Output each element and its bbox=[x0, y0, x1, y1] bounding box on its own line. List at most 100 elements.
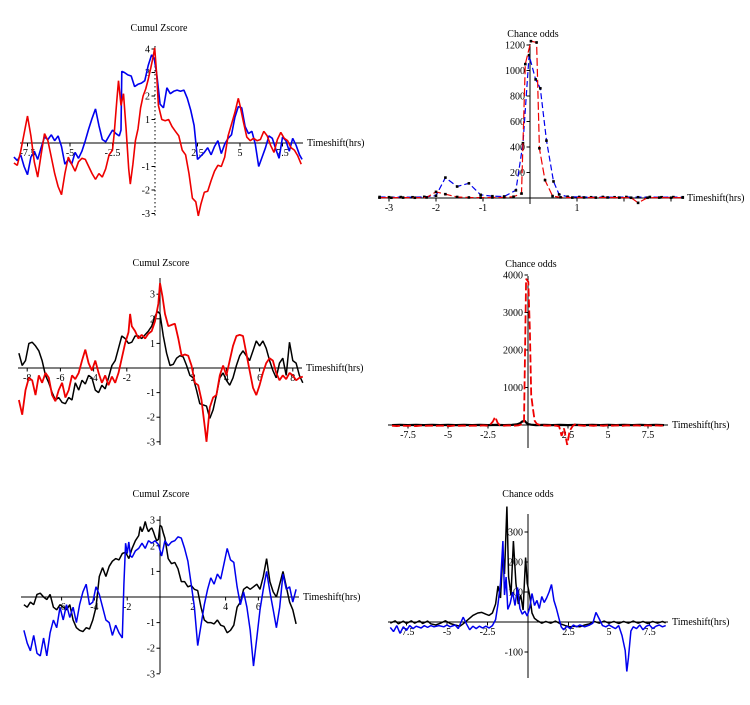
x-axis-label: Timeshift(hrs) bbox=[672, 617, 729, 628]
y-tick-label: 200 bbox=[508, 558, 523, 569]
y-tick-label: 1 bbox=[150, 339, 155, 350]
data-point-marker bbox=[434, 190, 438, 194]
data-point-marker bbox=[594, 196, 598, 199]
chart-title: Chance odds bbox=[505, 259, 556, 270]
y-tick-label: -3 bbox=[147, 437, 155, 448]
data-point-marker bbox=[566, 195, 569, 199]
series-red bbox=[18, 282, 304, 442]
data-point-marker bbox=[390, 196, 393, 200]
x-tick-label: -4 bbox=[89, 373, 97, 384]
data-point-marker bbox=[479, 196, 482, 199]
data-point-marker bbox=[534, 78, 537, 81]
plot-cumul-zscore-row2: Cumul Zscore Timeshift(hrs) -8 -6 -4 -2 2 4 6 8… bbox=[18, 258, 363, 448]
y-tick-label: -2 bbox=[142, 186, 150, 197]
data-point-marker bbox=[491, 196, 494, 199]
data-point-marker bbox=[582, 196, 586, 199]
y-tick-label: 300 bbox=[508, 528, 523, 539]
y-tick-label: -1 bbox=[147, 388, 155, 399]
plot-chance-odds-row2: Chance odds Timeshift(hrs) -7.5 -5 -2.5 2.5… bbox=[388, 259, 729, 448]
x-tick-label: 4 bbox=[223, 602, 228, 613]
data-point-marker bbox=[422, 195, 426, 199]
data-point-marker bbox=[512, 195, 515, 199]
x-tick-label: -7.5 bbox=[399, 627, 415, 638]
x-tick-label: -4 bbox=[90, 602, 98, 613]
data-point-marker bbox=[425, 196, 428, 199]
series-red bbox=[391, 278, 665, 446]
chart-title: Cumul Zscore bbox=[131, 23, 188, 34]
series-blue bbox=[23, 536, 297, 667]
chart-title: Cumul Zscore bbox=[133, 489, 190, 500]
data-point-marker bbox=[551, 194, 554, 198]
data-point-marker bbox=[455, 185, 459, 188]
series-red bbox=[379, 40, 683, 204]
plot-chance-odds-row1: Chance odds Timeshift(hrs) -3 -2 -1 1200400… bbox=[378, 29, 744, 214]
x-tick-label: 7.5 bbox=[276, 148, 289, 159]
y-tick-label: 1200 bbox=[505, 41, 525, 52]
data-point-marker bbox=[629, 196, 633, 200]
y-tick-label: 800 bbox=[510, 92, 525, 103]
data-point-marker bbox=[660, 195, 663, 199]
data-point-marker bbox=[559, 196, 562, 199]
data-point-marker bbox=[552, 180, 555, 183]
plot-cumul-zscore-row3: Cumul Zscore Timeshift(hrs) -6 -4 -2 2 4 6 -3 -… bbox=[21, 489, 360, 680]
y-tick-label: 3 bbox=[150, 290, 155, 301]
y-tick-label: -2 bbox=[147, 644, 155, 655]
x-tick-label: 6 bbox=[257, 373, 262, 384]
data-point-marker bbox=[411, 195, 414, 199]
y-tick-label: 4000 bbox=[503, 271, 523, 282]
x-tick-label: 1 bbox=[575, 203, 580, 214]
x-tick-label: -2 bbox=[123, 602, 131, 613]
data-point-marker bbox=[502, 196, 506, 199]
data-point-marker bbox=[434, 194, 438, 198]
y-tick-label: 2 bbox=[150, 314, 155, 325]
y-tick-label: 2000 bbox=[503, 346, 523, 357]
x-tick-label: 7.5 bbox=[643, 627, 656, 638]
y-tick-label: 4 bbox=[145, 45, 150, 56]
x-tick-label: -2.5 bbox=[105, 148, 121, 159]
x-tick-label: -2.5 bbox=[480, 430, 496, 441]
chart-title: Chance odds bbox=[507, 29, 558, 40]
data-point-marker bbox=[467, 182, 471, 185]
data-point-marker bbox=[571, 196, 574, 199]
x-tick-label: -8 bbox=[23, 373, 31, 384]
data-point-marker bbox=[399, 195, 403, 199]
y-tick-label: 3 bbox=[150, 516, 155, 527]
data-point-marker bbox=[557, 193, 561, 196]
data-point-marker bbox=[636, 201, 640, 205]
data-point-marker bbox=[618, 196, 621, 199]
x-tick-label: -1 bbox=[479, 203, 487, 214]
data-point-marker bbox=[606, 196, 609, 199]
series-red bbox=[13, 47, 302, 217]
data-point-marker bbox=[543, 178, 547, 182]
x-tick-label: -7.5 bbox=[400, 430, 416, 441]
x-tick-label: -2.5 bbox=[480, 627, 496, 638]
y-tick-label: 2 bbox=[145, 92, 150, 103]
x-axis-label: Timeshift(hrs) bbox=[672, 420, 729, 431]
y-tick-label: 600 bbox=[510, 117, 525, 128]
data-point-marker bbox=[646, 196, 649, 200]
y-tick-label: 1000 bbox=[503, 383, 523, 394]
data-point-marker bbox=[539, 87, 542, 90]
x-tick-label: -5 bbox=[66, 148, 74, 159]
y-tick-label: -2 bbox=[147, 413, 155, 424]
y-tick-label: -3 bbox=[147, 669, 155, 680]
y-tick-label: 2 bbox=[150, 541, 155, 552]
series-blue bbox=[13, 54, 303, 176]
y-tick-label: 3000 bbox=[503, 308, 523, 319]
x-axis-label: Timeshift(hrs) bbox=[306, 363, 363, 374]
data-point-marker bbox=[444, 192, 447, 196]
series-black bbox=[389, 506, 667, 628]
x-tick-label: -5 bbox=[443, 627, 451, 638]
series-blue bbox=[379, 55, 683, 198]
data-point-marker bbox=[479, 193, 482, 197]
data-point-marker bbox=[521, 141, 525, 145]
plot-chance-odds-row3: Chance odds Timeshift(hrs) -7.5 -5 -2.5 2.5… bbox=[388, 489, 729, 678]
data-point-marker bbox=[455, 195, 459, 199]
y-tick-label: 1 bbox=[150, 567, 155, 578]
data-point-marker bbox=[625, 195, 628, 199]
chart-title: Chance odds bbox=[502, 489, 553, 500]
data-point-marker bbox=[681, 196, 685, 199]
data-point-marker bbox=[524, 62, 527, 66]
